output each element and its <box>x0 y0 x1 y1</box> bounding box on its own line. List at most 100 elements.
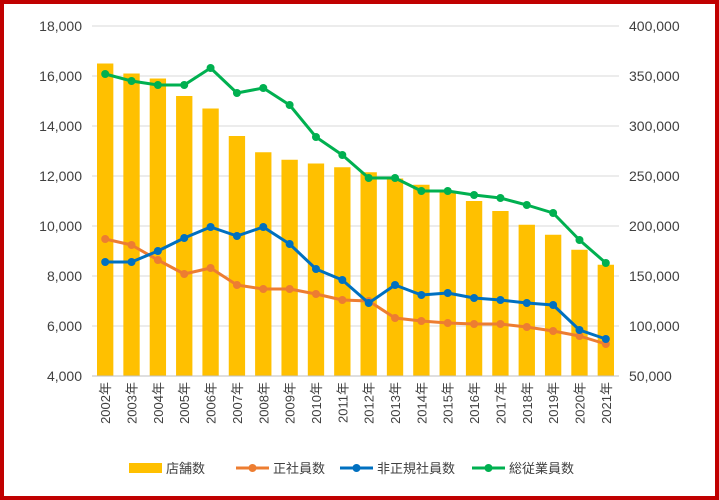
series-非正規社員数 <box>101 223 610 343</box>
data-point <box>338 151 347 159</box>
data-point <box>417 187 426 195</box>
x-tick-label: 2018年 <box>520 382 535 424</box>
data-point <box>311 290 320 298</box>
bar-2012年 <box>360 172 377 376</box>
x-tick-label: 2010年 <box>309 382 324 424</box>
bar-2004年 <box>149 78 167 376</box>
bar-2003年 <box>123 73 140 376</box>
legend-item: 店舗数 <box>129 461 205 476</box>
bar-2008年 <box>255 152 272 376</box>
x-tick-label: 2008年 <box>256 382 271 424</box>
left-tick-label: 16,000 <box>39 68 82 84</box>
data-point <box>391 281 400 289</box>
data-point <box>601 259 610 267</box>
data-point <box>364 299 373 307</box>
combo-chart: 4,000 6,000 8,000 10,000 12,000 14,000 16,000 1… <box>39 18 680 476</box>
data-point <box>311 265 320 273</box>
data-point <box>391 174 400 182</box>
x-tick-label: 2012年 <box>362 382 377 424</box>
x-tick-label: 2009年 <box>283 382 298 424</box>
data-point <box>338 296 347 304</box>
data-point <box>549 301 558 309</box>
data-point <box>101 70 110 78</box>
left-axis: 4,000 6,000 8,000 10,000 12,000 14,000 16,000 1… <box>39 18 82 384</box>
data-point <box>127 77 136 85</box>
data-point <box>338 276 347 284</box>
data-point <box>101 258 110 266</box>
data-point <box>153 247 162 255</box>
data-point <box>443 319 452 327</box>
data-point <box>180 234 189 242</box>
right-tick-label: 400,000 <box>629 18 680 34</box>
bar-series <box>97 63 614 376</box>
data-point <box>443 187 452 195</box>
left-tick-label: 12,000 <box>39 168 82 184</box>
x-tick-label: 2003年 <box>125 382 140 424</box>
data-point <box>180 81 189 89</box>
legend-label: 総従業員数 <box>509 461 574 476</box>
data-point <box>127 241 136 249</box>
data-point <box>470 191 479 199</box>
x-tick-label: 2002年 <box>98 382 113 424</box>
x-tick-label: 2020年 <box>572 382 587 424</box>
data-point <box>470 320 479 328</box>
data-point <box>549 209 558 217</box>
x-tick-label: 2016年 <box>467 382 482 424</box>
right-tick-label: 250,000 <box>629 168 680 184</box>
bar-2016年 <box>465 201 483 376</box>
legend-label: 非正規社員数 <box>377 461 455 476</box>
legend-item: 非正規社員数 <box>340 461 455 476</box>
data-point <box>391 314 400 322</box>
data-point <box>417 291 426 299</box>
data-point <box>575 236 584 244</box>
gridlines <box>92 25 619 377</box>
data-point <box>496 194 505 202</box>
data-point <box>259 285 268 293</box>
left-tick-label: 8,000 <box>47 268 82 284</box>
bar-2020年 <box>571 249 588 376</box>
legend-marker <box>484 464 493 472</box>
data-point <box>232 232 241 240</box>
data-point <box>285 240 294 248</box>
left-tick-label: 18,000 <box>39 18 82 34</box>
data-point <box>364 174 373 182</box>
data-point <box>180 270 189 278</box>
series-line <box>104 237 607 346</box>
data-point <box>153 81 162 89</box>
data-point <box>575 332 584 340</box>
legend-item: 総従業員数 <box>472 461 574 476</box>
data-point <box>232 281 241 289</box>
data-point <box>470 294 479 302</box>
series-line <box>104 66 607 265</box>
x-tick-label: 2006年 <box>204 382 219 424</box>
left-tick-label: 14,000 <box>39 118 82 134</box>
right-tick-label: 300,000 <box>629 118 680 134</box>
x-tick-label: 2015年 <box>441 382 456 424</box>
x-axis: 2002年 2003年 2004年 2005年 2006年 2007年 2008年 2009年… <box>92 375 619 424</box>
data-point <box>311 133 320 141</box>
data-point <box>522 323 531 331</box>
x-tick-label: 2007年 <box>230 382 245 424</box>
data-point <box>522 299 531 307</box>
data-point <box>443 289 452 297</box>
x-tick-label: 2013年 <box>388 382 403 424</box>
data-point <box>259 223 268 231</box>
line-series <box>101 64 610 348</box>
right-tick-label: 150,000 <box>629 268 680 284</box>
x-tick-label: 2004年 <box>151 382 166 424</box>
x-tick-label: 2014年 <box>414 382 429 424</box>
x-tick-label: 2011年 <box>335 382 350 423</box>
bar-2009年 <box>281 159 298 376</box>
legend-label: 正社員数 <box>273 461 325 476</box>
data-point <box>127 258 136 266</box>
right-tick-label: 100,000 <box>629 318 680 334</box>
data-point <box>549 327 558 335</box>
data-point <box>285 101 294 109</box>
data-point <box>601 335 610 343</box>
bar-2014年 <box>413 184 430 376</box>
legend-marker <box>248 464 257 472</box>
data-point <box>153 256 162 264</box>
data-point <box>206 264 215 272</box>
bar-2015年 <box>439 192 456 376</box>
